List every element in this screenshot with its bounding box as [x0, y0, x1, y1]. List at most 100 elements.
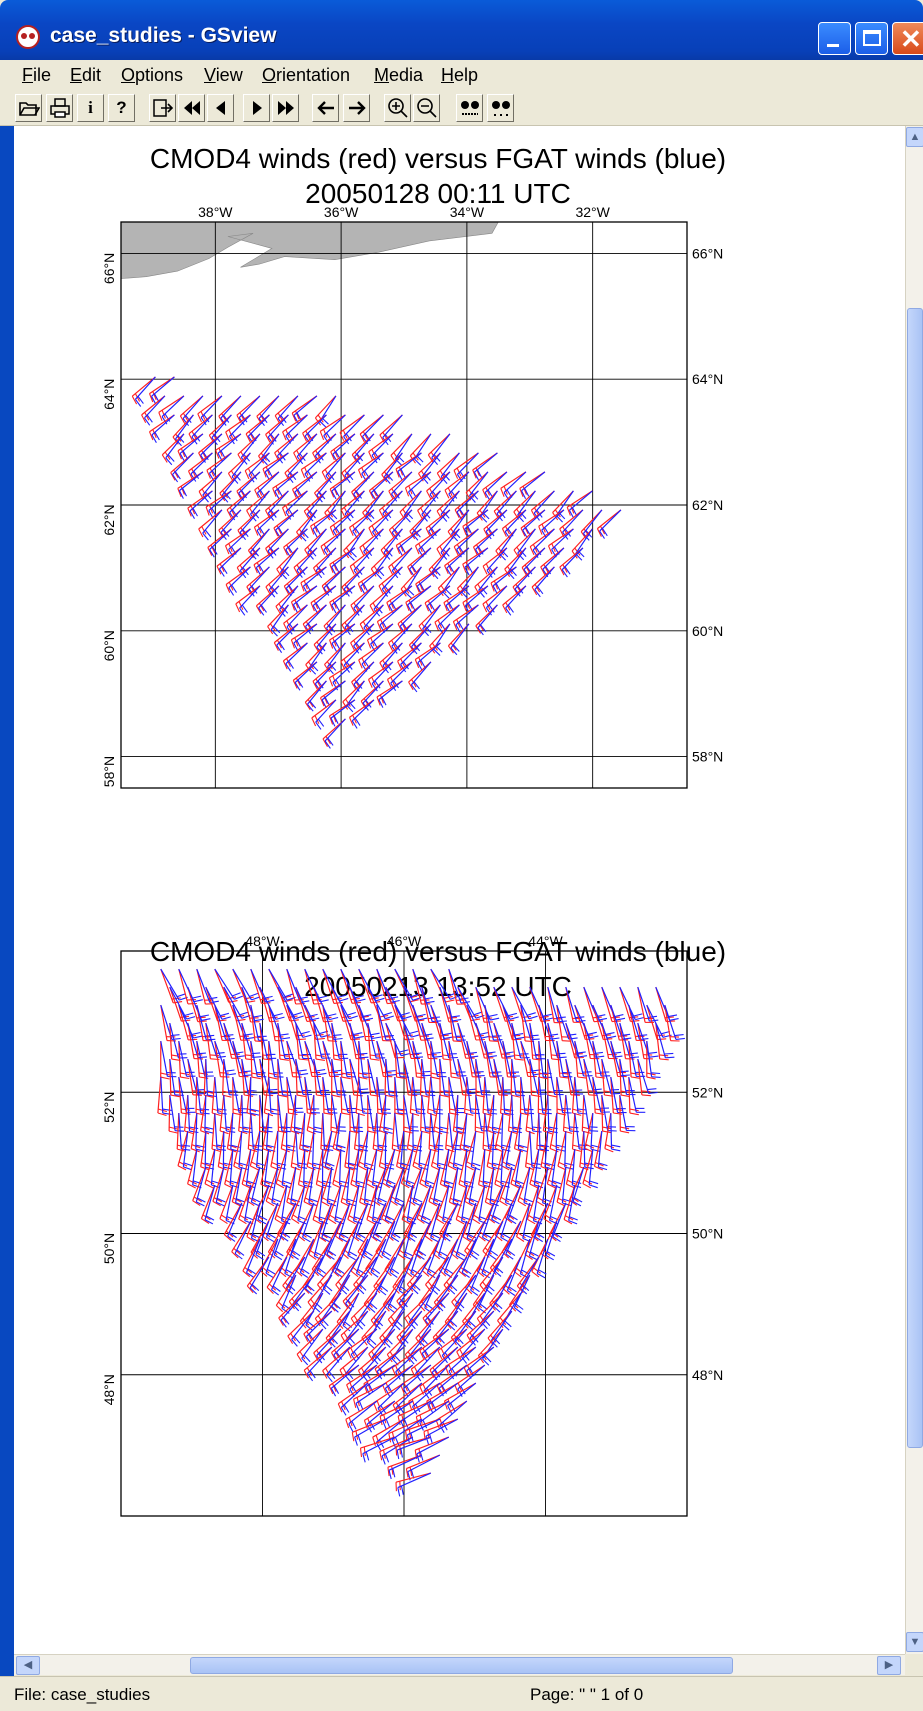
- scroll-right-button[interactable]: ▶: [877, 1656, 901, 1675]
- fgat-barb: [441, 1328, 468, 1356]
- first-page-button[interactable]: [178, 94, 205, 122]
- fgat-barb: [266, 1113, 270, 1150]
- fgat-barb: [295, 1022, 304, 1059]
- cmod4-barb: [242, 1238, 261, 1272]
- print-button[interactable]: [46, 94, 73, 122]
- barb-feather: [192, 508, 198, 517]
- fgat-barb: [182, 1131, 189, 1167]
- zoom-out-button[interactable]: [413, 94, 440, 122]
- minimize-button[interactable]: [818, 22, 851, 55]
- barb-feather: [397, 1253, 406, 1260]
- barb-feather: [515, 1180, 525, 1185]
- barb-feather: [355, 1236, 365, 1243]
- cmod4-barb: [280, 1113, 288, 1149]
- close-button[interactable]: ✕: [892, 22, 923, 55]
- fgat-barb: [338, 1202, 351, 1238]
- cmod4-barb: [583, 1059, 590, 1095]
- barb-feather: [355, 1112, 365, 1117]
- fgat-barb: [265, 1202, 279, 1238]
- maximize-button[interactable]: [855, 22, 888, 55]
- barb-feather: [351, 720, 358, 729]
- barb-feather: [318, 1236, 327, 1242]
- barb-feather: [488, 528, 495, 537]
- scroll-left-button[interactable]: ◀: [16, 1656, 40, 1675]
- next-page-button[interactable]: [243, 94, 270, 122]
- barb-feather: [305, 430, 311, 440]
- fgat-barb: [280, 1292, 306, 1321]
- barb-feather: [315, 602, 322, 612]
- barb-feather: [386, 1070, 396, 1073]
- cmod4-barb: [254, 509, 280, 528]
- find-text-button[interactable]: [456, 94, 483, 122]
- fgat-barb: [286, 1040, 300, 1076]
- menu-view[interactable]: View: [204, 65, 243, 85]
- document-view[interactable]: CMOD4 winds (red) versus FGAT winds (blu…: [14, 126, 905, 1654]
- vertical-scrollbar[interactable]: ▲ ▼: [905, 126, 923, 1654]
- barb-feather: [253, 526, 259, 536]
- find-next-button[interactable]: [487, 94, 514, 122]
- barb-feather: [426, 1231, 435, 1239]
- fgat-barb: [195, 1166, 207, 1203]
- fgat-barb: [575, 528, 593, 555]
- menu-orientation[interactable]: Orientation: [262, 65, 351, 85]
- barb-feather: [258, 607, 265, 616]
- fgat-barb: [455, 1274, 477, 1306]
- scroll-down-button[interactable]: ▼: [906, 1632, 923, 1652]
- barb-feather: [362, 1014, 372, 1018]
- barb-feather: [239, 1011, 249, 1016]
- forward-button[interactable]: [343, 94, 370, 122]
- menu-options[interactable]: Options: [121, 65, 184, 85]
- barb-feather: [514, 1058, 524, 1061]
- open-button[interactable]: [15, 94, 42, 122]
- barb-feather: [363, 1420, 369, 1429]
- title-bar[interactable]: case_studies - GSview ✕: [0, 0, 923, 60]
- cmod4-barb: [358, 642, 384, 661]
- barb-feather: [201, 1218, 210, 1224]
- cmod4-barb: [487, 1094, 495, 1131]
- help-button[interactable]: ?: [108, 94, 135, 122]
- cmod4-barb: [400, 1364, 432, 1386]
- fgat-barb: [296, 433, 318, 457]
- menu-file[interactable]: File: [22, 65, 52, 85]
- zoom-in-button[interactable]: [384, 94, 411, 122]
- barb-feather: [559, 566, 565, 576]
- barb-feather: [360, 586, 366, 595]
- fgat-barb: [533, 490, 555, 514]
- barb-feather: [328, 1250, 337, 1257]
- menu-media[interactable]: Media: [374, 65, 424, 85]
- back-button[interactable]: [312, 94, 339, 122]
- cmod4-barb: [619, 1095, 621, 1132]
- horizontal-scrollbar[interactable]: ◀ ▶: [14, 1654, 905, 1675]
- back-icon: [316, 101, 334, 115]
- barb-feather: [329, 564, 334, 574]
- vertical-scroll-thumb[interactable]: [907, 308, 923, 1448]
- barb-feather: [508, 1218, 517, 1225]
- prev-page-button[interactable]: [207, 94, 234, 122]
- fgat-barb: [332, 509, 356, 532]
- barb-feather: [357, 583, 363, 593]
- barb-feather: [389, 1199, 398, 1206]
- last-page-button[interactable]: [272, 94, 299, 122]
- barb-feather: [400, 1166, 410, 1171]
- barb-feather: [200, 1108, 210, 1111]
- fgat-barb: [276, 1131, 279, 1168]
- fgat-barb: [325, 452, 346, 477]
- scroll-up-button[interactable]: ▲: [906, 127, 923, 147]
- goto-page-button[interactable]: [149, 94, 176, 122]
- barb-feather: [281, 1126, 291, 1129]
- cmod4-barb: [375, 1220, 396, 1253]
- menu-help[interactable]: Help: [441, 65, 479, 85]
- barb-feather: [191, 1148, 200, 1153]
- gsview-app-icon[interactable]: [16, 25, 40, 49]
- fgat-barb: [344, 1346, 369, 1376]
- fgat-barb: [343, 566, 365, 590]
- menu-edit[interactable]: Edit: [70, 65, 102, 85]
- barb-feather: [271, 1161, 281, 1167]
- cmod4-barb: [529, 1148, 540, 1185]
- info-button[interactable]: i: [77, 94, 104, 122]
- barb-feather: [265, 586, 271, 595]
- cmod4-barb: [420, 1095, 423, 1132]
- horizontal-scroll-thumb[interactable]: [190, 1657, 733, 1674]
- barb-feather: [409, 999, 419, 1003]
- barb-feather: [396, 1076, 406, 1080]
